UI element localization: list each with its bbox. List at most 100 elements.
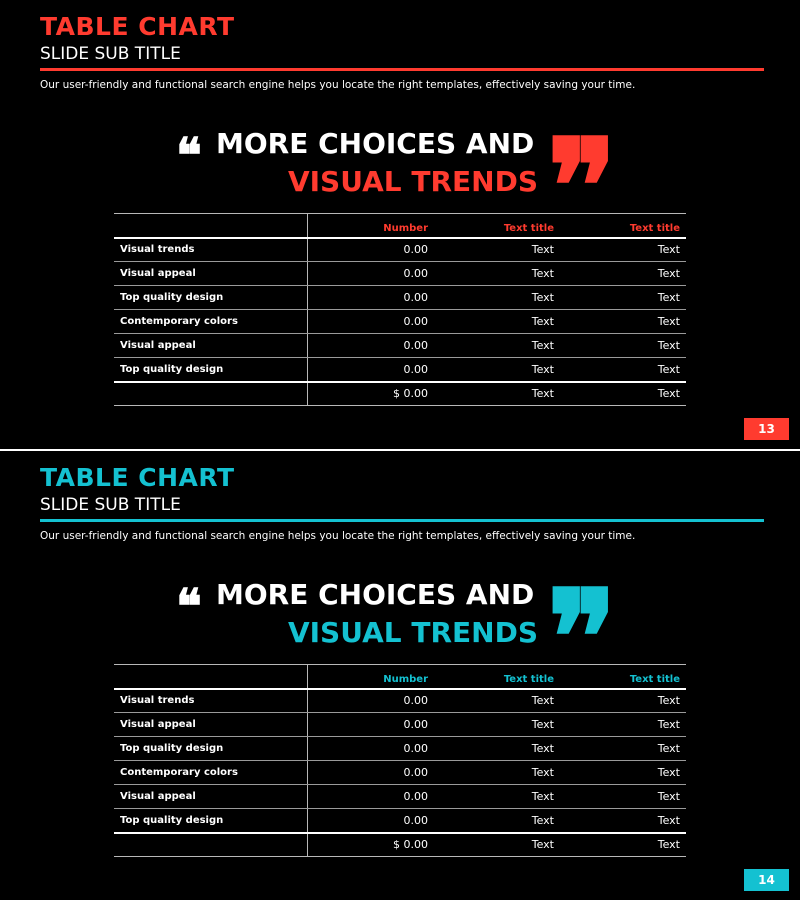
data-table: Number Text title Text title Visual tren… <box>114 213 686 406</box>
header-cell-label <box>114 213 308 239</box>
table-row: Top quality design 0.00 Text Text <box>114 808 686 834</box>
total-number: $ 0.00 <box>307 381 434 406</box>
row-text-1: Text <box>434 261 560 286</box>
header-cell-text-title-2: Text title <box>560 664 686 690</box>
table-total-row: $ 0.00 Text Text <box>114 381 686 406</box>
total-text-2: Text <box>560 832 686 857</box>
table-header-row: Number Text title Text title <box>114 213 686 239</box>
heading-line-1: MORE CHOICES AND <box>216 578 535 611</box>
total-label <box>114 381 308 406</box>
row-label: Visual appeal <box>114 784 308 809</box>
total-number: $ 0.00 <box>307 832 434 857</box>
heading-line-2: VISUAL TRENDS <box>287 616 538 649</box>
table-row: Visual appeal 0.00 Text Text <box>114 784 686 809</box>
row-label: Visual appeal <box>114 261 308 286</box>
header-cell-text-title-1: Text title <box>434 664 560 690</box>
table-row: Visual appeal 0.00 Text Text <box>114 333 686 358</box>
row-text-1: Text <box>434 760 560 785</box>
row-number: 0.00 <box>307 760 434 785</box>
slide-subtitle: SLIDE SUB TITLE <box>40 44 181 64</box>
table-row: Top quality design 0.00 Text Text <box>114 736 686 761</box>
row-label: Visual trends <box>114 237 308 262</box>
row-label: Visual trends <box>114 688 308 713</box>
header-cell-number: Number <box>307 213 434 239</box>
row-number: 0.00 <box>307 784 434 809</box>
row-text-2: Text <box>560 261 686 286</box>
row-label: Visual appeal <box>114 333 308 358</box>
row-text-1: Text <box>434 309 560 334</box>
heading-line-1: MORE CHOICES AND <box>216 127 535 160</box>
table-row: Visual appeal 0.00 Text Text <box>114 261 686 286</box>
total-label <box>114 832 308 857</box>
row-text-2: Text <box>560 712 686 737</box>
row-text-2: Text <box>560 237 686 262</box>
row-number: 0.00 <box>307 285 434 310</box>
page-number-badge: 14 <box>744 869 789 891</box>
table-header-row: Number Text title Text title <box>114 664 686 690</box>
slide-subtitle: SLIDE SUB TITLE <box>40 495 181 515</box>
row-number: 0.00 <box>307 309 434 334</box>
table-row: Contemporary colors 0.00 Text Text <box>114 309 686 334</box>
row-text-1: Text <box>434 784 560 809</box>
row-text-1: Text <box>434 357 560 383</box>
total-text-2: Text <box>560 381 686 406</box>
row-text-2: Text <box>560 688 686 713</box>
row-number: 0.00 <box>307 736 434 761</box>
row-text-1: Text <box>434 736 560 761</box>
row-text-1: Text <box>434 808 560 834</box>
intro-text: Our user-friendly and functional search … <box>40 530 636 542</box>
table-row: Visual trends 0.00 Text Text <box>114 688 686 713</box>
row-text-2: Text <box>560 285 686 310</box>
row-text-2: Text <box>560 784 686 809</box>
row-text-2: Text <box>560 736 686 761</box>
slide-title: TABLE CHART <box>40 463 235 492</box>
row-label: Visual appeal <box>114 712 308 737</box>
total-text-1: Text <box>434 832 560 857</box>
table-row: Contemporary colors 0.00 Text Text <box>114 760 686 785</box>
row-text-1: Text <box>434 712 560 737</box>
table-row: Top quality design 0.00 Text Text <box>114 285 686 310</box>
open-quote-icon: ❝ <box>176 579 202 635</box>
row-text-2: Text <box>560 333 686 358</box>
row-label: Top quality design <box>114 285 308 310</box>
row-number: 0.00 <box>307 688 434 713</box>
row-label: Contemporary colors <box>114 760 308 785</box>
row-label: Top quality design <box>114 736 308 761</box>
row-number: 0.00 <box>307 333 434 358</box>
header-cell-text-title-1: Text title <box>434 213 560 239</box>
heading-line-2: VISUAL TRENDS <box>287 165 538 198</box>
table-row: Visual trends 0.00 Text Text <box>114 237 686 262</box>
row-label: Top quality design <box>114 808 308 834</box>
open-quote-icon: ❝ <box>176 128 202 184</box>
row-number: 0.00 <box>307 808 434 834</box>
row-text-2: Text <box>560 357 686 383</box>
intro-text: Our user-friendly and functional search … <box>40 79 636 91</box>
row-number: 0.00 <box>307 357 434 383</box>
header-cell-text-title-2: Text title <box>560 213 686 239</box>
table-row: Visual appeal 0.00 Text Text <box>114 712 686 737</box>
row-number: 0.00 <box>307 237 434 262</box>
row-text-1: Text <box>434 688 560 713</box>
row-text-1: Text <box>434 237 560 262</box>
title-divider <box>40 68 764 71</box>
data-table: Number Text title Text title Visual tren… <box>114 664 686 857</box>
header-cell-label <box>114 664 308 690</box>
table-total-row: $ 0.00 Text Text <box>114 832 686 857</box>
slide-title: TABLE CHART <box>40 12 235 41</box>
table-row: Top quality design 0.00 Text Text <box>114 357 686 383</box>
row-text-1: Text <box>434 285 560 310</box>
total-text-1: Text <box>434 381 560 406</box>
header-cell-number: Number <box>307 664 434 690</box>
row-label: Contemporary colors <box>114 309 308 334</box>
page-number-badge: 13 <box>744 418 789 440</box>
row-text-2: Text <box>560 309 686 334</box>
row-text-1: Text <box>434 333 560 358</box>
title-divider <box>40 519 764 522</box>
row-number: 0.00 <box>307 261 434 286</box>
slide-13: TABLE CHART SLIDE SUB TITLE Our user-fri… <box>0 0 800 449</box>
row-number: 0.00 <box>307 712 434 737</box>
row-text-2: Text <box>560 760 686 785</box>
slide-14: TABLE CHART SLIDE SUB TITLE Our user-fri… <box>0 451 800 900</box>
row-label: Top quality design <box>114 357 308 383</box>
row-text-2: Text <box>560 808 686 834</box>
